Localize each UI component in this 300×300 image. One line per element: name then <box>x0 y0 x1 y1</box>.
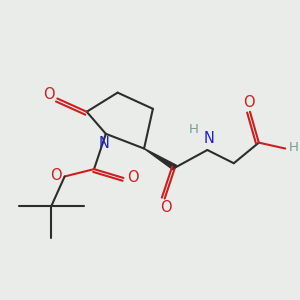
Text: O: O <box>243 95 254 110</box>
Text: O: O <box>160 200 172 215</box>
Text: H: H <box>289 141 299 154</box>
Text: H: H <box>189 123 199 136</box>
Text: O: O <box>50 168 61 183</box>
Text: O: O <box>127 170 139 185</box>
Text: O: O <box>43 87 54 102</box>
Text: N: N <box>99 136 110 151</box>
Polygon shape <box>144 148 176 170</box>
Text: N: N <box>203 131 214 146</box>
